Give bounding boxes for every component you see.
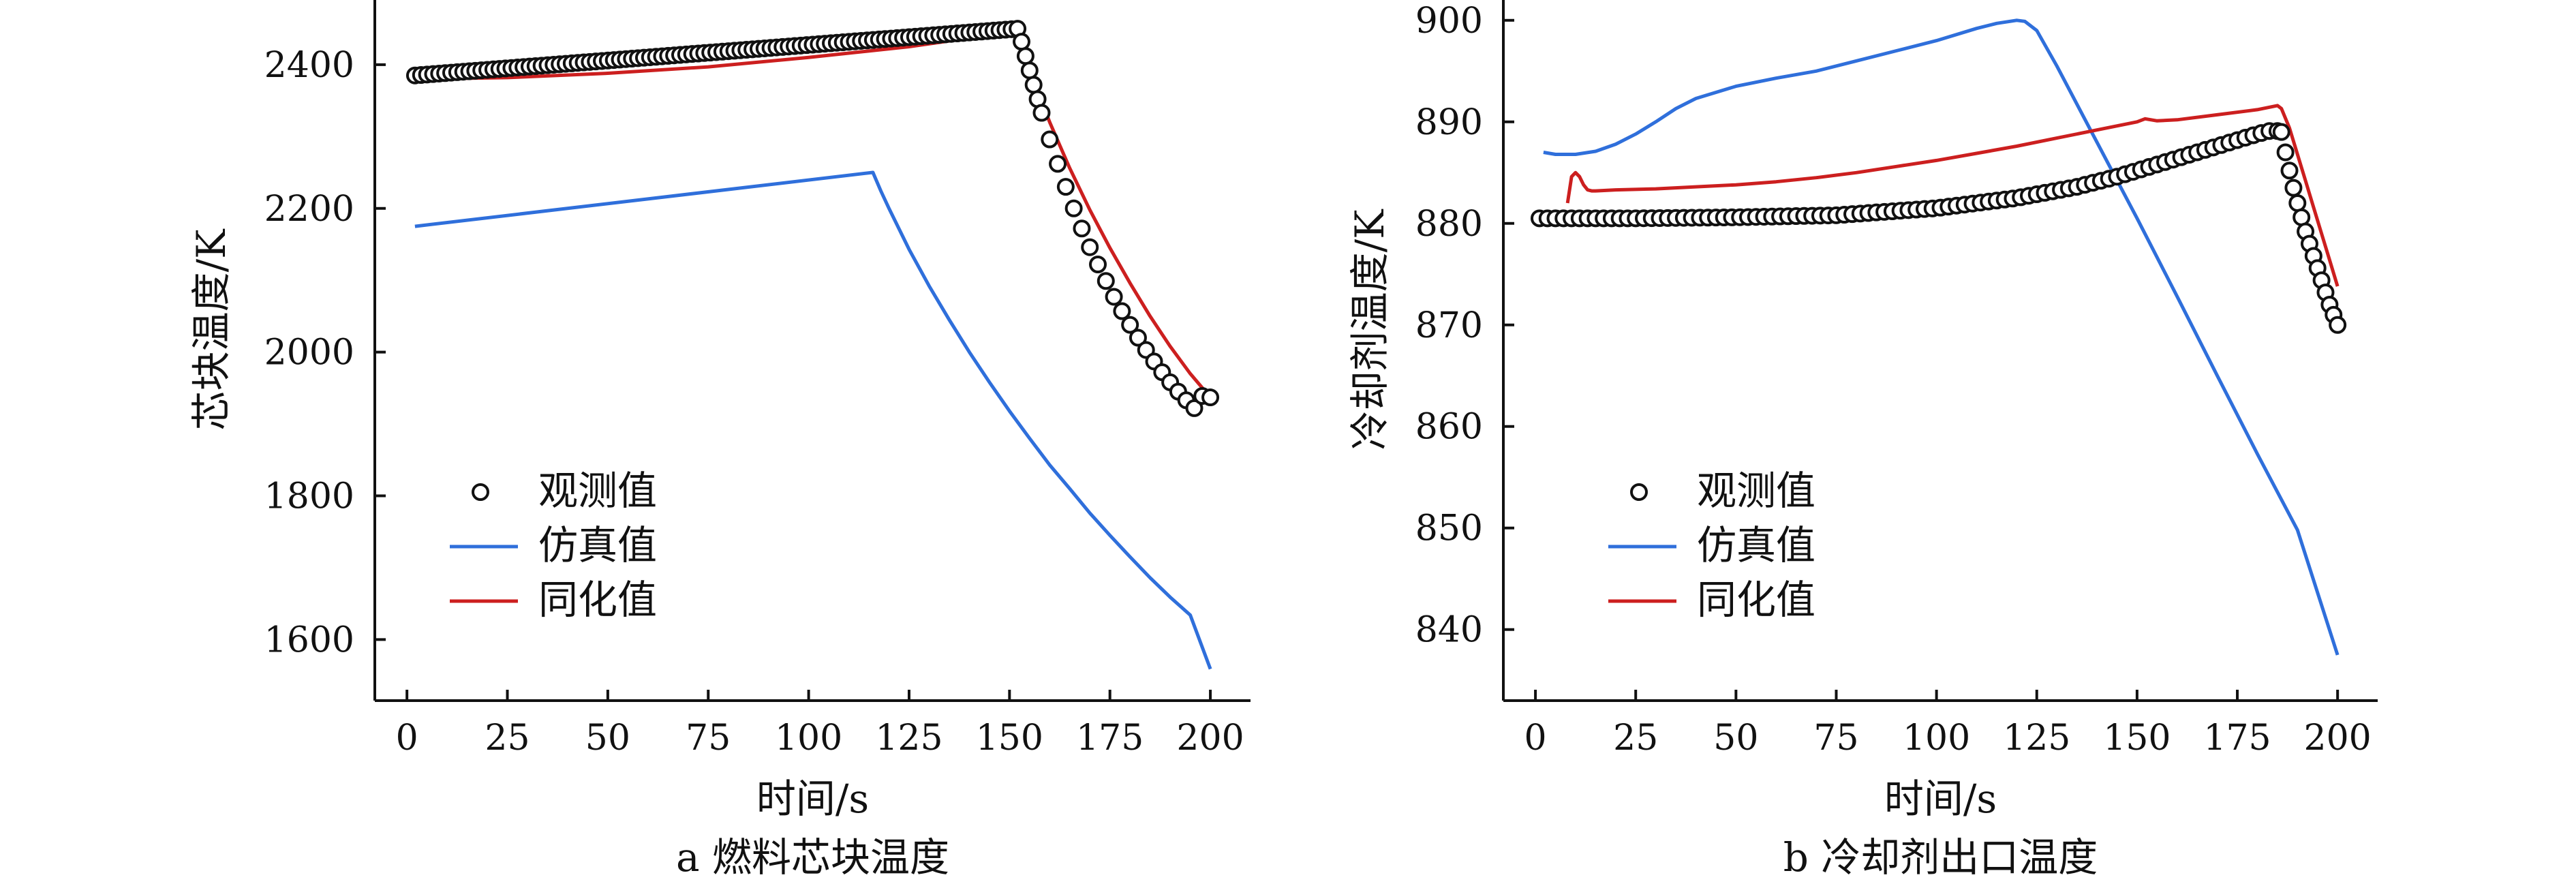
b-x-tick-label: 25 bbox=[1613, 718, 1658, 759]
a-observed-point bbox=[1113, 302, 1131, 320]
a-series-simulated-line bbox=[414, 170, 1212, 670]
chart-b-svg: 0 25 50 75 100 125 150 175 200 840 850 860 870 880 890… bbox=[1347, 0, 2378, 881]
b-x-tick-label: 125 bbox=[2003, 718, 2070, 759]
a-y-tick-label: 2000 bbox=[264, 333, 354, 373]
b-y-tick-label: 850 bbox=[1415, 508, 1483, 549]
b-y-axis-label: 冷却剂温度/K bbox=[1347, 209, 1393, 450]
a-observed-point bbox=[1201, 388, 1220, 407]
b-x-tick-label: 0 bbox=[1524, 718, 1547, 759]
a-x-tick-label: 175 bbox=[1076, 718, 1144, 759]
a-observed-point bbox=[1056, 178, 1075, 196]
b-legend-label: 观测值 bbox=[1697, 468, 1815, 514]
a-observed-point bbox=[1041, 130, 1059, 149]
b-observed-point bbox=[2284, 179, 2303, 197]
a-x-tick-label: 150 bbox=[976, 718, 1043, 759]
a-series-assimilated-line bbox=[414, 30, 1212, 399]
a-observed-point bbox=[1105, 288, 1123, 306]
chart-panel-a: 0 25 50 75 100 125 150 175 200 1600 1800 2000 2200 24… bbox=[188, 0, 1251, 881]
b-series-simulated-line bbox=[1543, 18, 2340, 656]
a-legend-label: 观测值 bbox=[538, 468, 657, 514]
a-observed-point bbox=[1064, 199, 1083, 217]
a-observed-point bbox=[1073, 219, 1091, 238]
b-x-tick-label: 150 bbox=[2103, 718, 2171, 759]
a-caption: a 燃料芯块温度 bbox=[676, 834, 949, 881]
b-series-assimilated-line bbox=[1565, 104, 2340, 287]
b-observed-point bbox=[2272, 123, 2290, 141]
b-observed-point bbox=[2329, 316, 2347, 334]
a-x-tick-label: 50 bbox=[585, 718, 630, 759]
b-x-tick-label: 100 bbox=[1903, 718, 1970, 759]
a-x-tick-label: 200 bbox=[1176, 718, 1244, 759]
a-observed-point bbox=[1129, 329, 1147, 347]
b-series-observed bbox=[1530, 122, 2347, 334]
b-y-tick-label: 900 bbox=[1415, 1, 1483, 42]
a-observed-point bbox=[1020, 61, 1039, 80]
a-observed-point bbox=[1032, 104, 1051, 122]
a-x-tick-label: 75 bbox=[686, 718, 731, 759]
b-x-tick-label: 175 bbox=[2203, 718, 2271, 759]
b-observed-point bbox=[2280, 162, 2299, 180]
a-observed-point bbox=[1185, 399, 1203, 417]
b-observed-point bbox=[2276, 143, 2295, 162]
b-observed-point bbox=[2293, 208, 2311, 226]
b-y-tick-label: 890 bbox=[1415, 102, 1483, 143]
a-y-tick-label: 1600 bbox=[264, 620, 354, 660]
a-y-tick-label: 2400 bbox=[264, 45, 354, 86]
chart-panel-b: 0 25 50 75 100 125 150 175 200 840 850 860 870 880 890… bbox=[1288, 0, 2576, 886]
a-y-tick-label: 2200 bbox=[264, 189, 354, 230]
b-y-tick-label: 860 bbox=[1415, 407, 1483, 448]
a-y-tick-label: 1800 bbox=[264, 476, 354, 517]
a-x-tick-label: 100 bbox=[775, 718, 842, 759]
b-legend-marker-observed bbox=[1630, 483, 1648, 501]
a-observed-point bbox=[1016, 47, 1034, 65]
a-observed-point bbox=[1121, 316, 1139, 334]
b-x-tick-label: 200 bbox=[2304, 718, 2372, 759]
b-y-tick-label: 870 bbox=[1415, 305, 1483, 346]
b-x-tick-label: 50 bbox=[1713, 718, 1758, 759]
b-y-tick-label: 880 bbox=[1415, 204, 1483, 245]
b-x-tick-label: 75 bbox=[1813, 718, 1858, 759]
a-x-tick-label: 125 bbox=[875, 718, 942, 759]
a-observed-point bbox=[1049, 155, 1067, 173]
a-legend-marker-observed bbox=[472, 483, 489, 501]
b-x-axis-label: 时间/s bbox=[1884, 776, 1997, 822]
a-x-tick-label: 0 bbox=[396, 718, 418, 759]
a-legend-label: 仿真值 bbox=[538, 522, 657, 568]
b-legend-label: 同化值 bbox=[1697, 577, 1815, 623]
a-x-axis-label: 时间/s bbox=[756, 776, 869, 822]
a-observed-point bbox=[1081, 238, 1099, 256]
a-observed-point bbox=[1097, 272, 1115, 290]
a-legend-label: 同化值 bbox=[538, 577, 657, 623]
a-observed-point bbox=[1013, 33, 1031, 51]
a-observed-point bbox=[1089, 256, 1107, 274]
chart-a-svg: 0 25 50 75 100 125 150 175 200 1600 1800 2000 2200 24… bbox=[188, 0, 1251, 881]
a-series-observed bbox=[405, 20, 1220, 417]
b-y-tick-label: 840 bbox=[1415, 610, 1483, 651]
a-x-tick-label: 25 bbox=[485, 718, 530, 759]
b-legend-label: 仿真值 bbox=[1697, 522, 1815, 568]
a-observed-point bbox=[1024, 76, 1043, 94]
b-caption: b 冷却剂出口温度 bbox=[1783, 834, 2098, 881]
a-y-axis-label: 芯块温度/K bbox=[188, 228, 234, 431]
b-observed-point bbox=[2288, 194, 2307, 212]
